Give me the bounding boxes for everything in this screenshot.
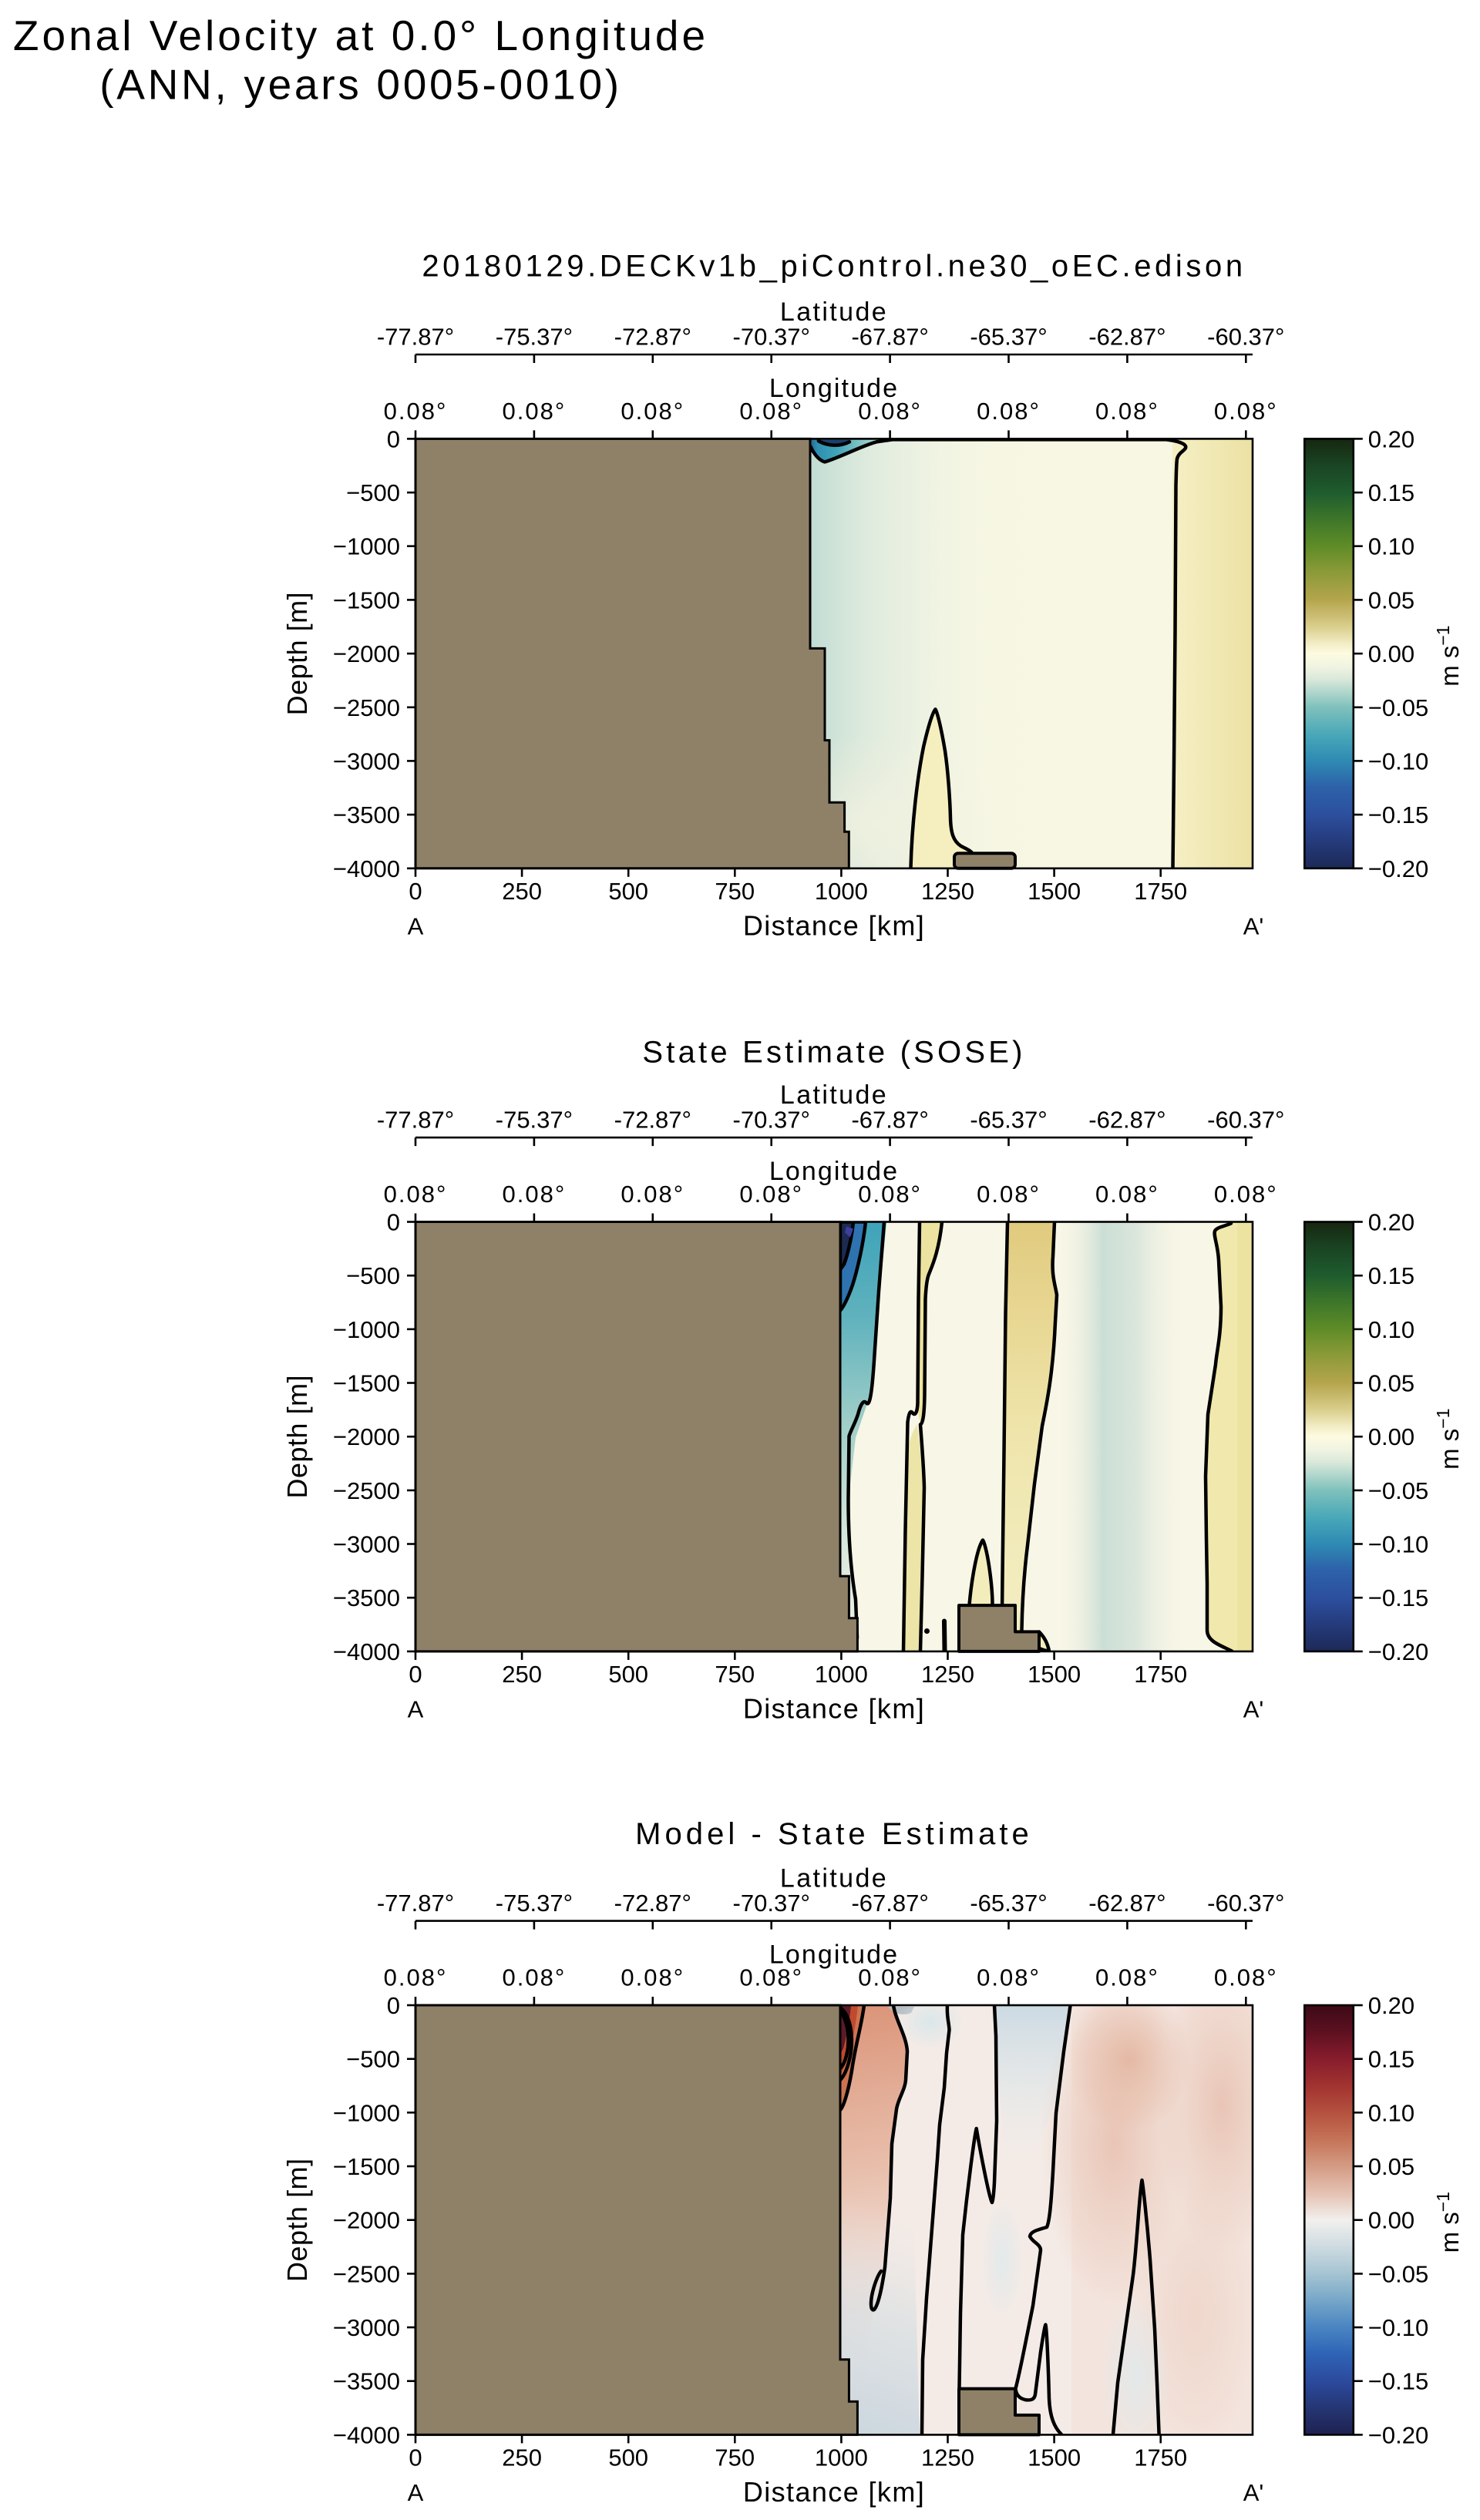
svg-text:State Estimate (SOSE): State Estimate (SOSE) [642, 1036, 1025, 1070]
svg-text:Zonal Velocity at 0.0° Longitu: Zonal Velocity at 0.0° Longitude [13, 12, 708, 59]
svg-text:Model - State Estimate: Model - State Estimate [635, 1817, 1033, 1851]
svg-text:(ANN, years 0005-0010): (ANN, years 0005-0010) [99, 61, 622, 109]
svg-text:20180129.DECKv1b_piControl.ne3: 20180129.DECKv1b_piControl.ne30_oEC.edis… [422, 249, 1246, 283]
